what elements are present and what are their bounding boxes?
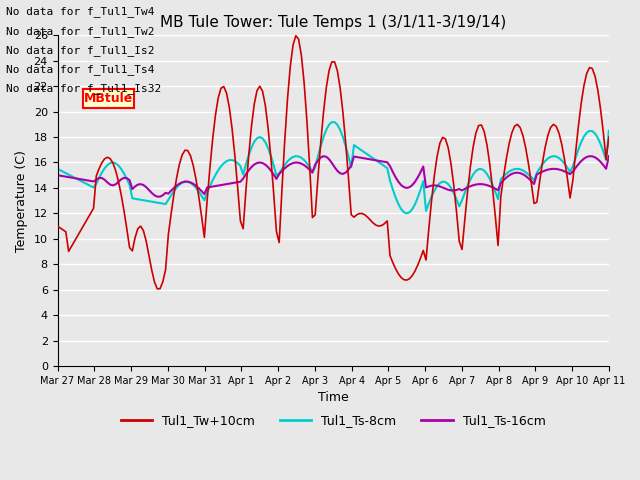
Text: No data for f_Tul1_Is2: No data for f_Tul1_Is2	[6, 45, 155, 56]
Text: MBtule: MBtule	[84, 92, 133, 105]
Text: No data for f_Tul1_Tw2: No data for f_Tul1_Tw2	[6, 25, 155, 36]
Text: No data for f_Tul1_Tw4: No data for f_Tul1_Tw4	[6, 6, 155, 17]
Y-axis label: Temperature (C): Temperature (C)	[15, 150, 28, 252]
X-axis label: Time: Time	[318, 391, 349, 404]
Text: No data for f_Tul1_Is32: No data for f_Tul1_Is32	[6, 83, 162, 94]
Title: MB Tule Tower: Tule Temps 1 (3/1/11-3/19/14): MB Tule Tower: Tule Temps 1 (3/1/11-3/19…	[160, 15, 506, 30]
Legend: Tul1_Tw+10cm, Tul1_Ts-8cm, Tul1_Ts-16cm: Tul1_Tw+10cm, Tul1_Ts-8cm, Tul1_Ts-16cm	[116, 409, 550, 432]
Text: No data for f_Tul1_Ts4: No data for f_Tul1_Ts4	[6, 64, 155, 75]
